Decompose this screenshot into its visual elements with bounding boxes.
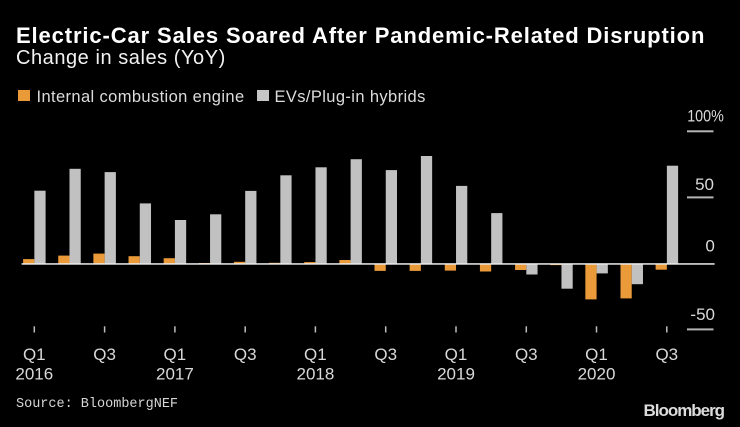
svg-text:Q3: Q3 <box>515 345 538 364</box>
svg-text:Q1: Q1 <box>445 345 468 364</box>
svg-text:Q1: Q1 <box>304 345 327 364</box>
svg-text:2017: 2017 <box>156 365 194 384</box>
svg-text:2019: 2019 <box>437 365 475 384</box>
svg-text:-50: -50 <box>690 305 715 324</box>
svg-text:2018: 2018 <box>296 365 334 384</box>
svg-text:Q1: Q1 <box>23 345 46 364</box>
svg-text:0: 0 <box>705 237 714 256</box>
svg-text:Q1: Q1 <box>164 345 187 364</box>
svg-text:Q1: Q1 <box>585 345 608 364</box>
svg-text:2016: 2016 <box>15 365 53 384</box>
svg-text:Q3: Q3 <box>234 345 257 364</box>
svg-text:2020: 2020 <box>578 365 616 384</box>
svg-text:Q3: Q3 <box>655 345 678 364</box>
svg-text:100%: 100% <box>687 107 724 126</box>
svg-text:Q3: Q3 <box>374 345 397 364</box>
svg-text:Q3: Q3 <box>93 345 116 364</box>
svg-text:50: 50 <box>695 175 714 194</box>
